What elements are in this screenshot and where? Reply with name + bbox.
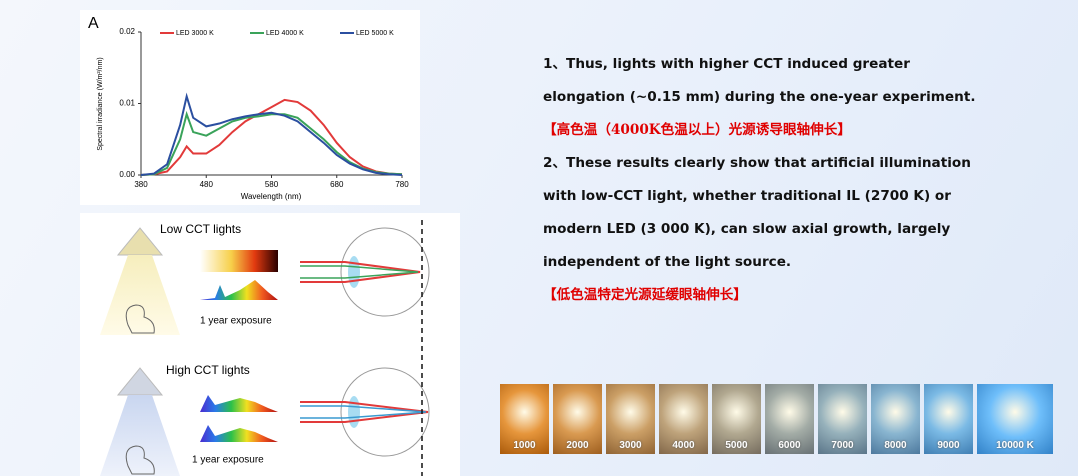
light-ray (300, 261, 421, 283)
series-line (140, 92, 403, 176)
cct-label: 1000 (513, 440, 536, 451)
paragraph: 2、These results clearly show that artifi… (543, 147, 993, 312)
high-cct-diagram (100, 367, 430, 476)
lens (348, 396, 360, 428)
series-line (140, 98, 403, 176)
cct-label: 4000 (672, 440, 695, 451)
cct-label: 5000 (725, 440, 748, 451)
monkey (125, 304, 155, 334)
cct-tile: 7000 (818, 384, 867, 454)
monkey (125, 445, 155, 475)
y-axis-label: Spectral irradiance (W/m²/nm) (97, 57, 104, 150)
paragraph-note: 【高色温（4000K色温以上）光源诱导眼轴伸长】 (543, 122, 851, 138)
paragraph-text: 1、Thus, lights with higher CCT induced g… (543, 56, 976, 105)
paragraph-text: 2、These results clearly show that artifi… (543, 155, 971, 270)
x-tick-label: 580 (265, 180, 279, 189)
cct-tile: 3000 (606, 384, 655, 454)
spectrum (200, 425, 278, 442)
paragraph: 1、Thus, lights with higher CCT induced g… (543, 48, 993, 147)
light-ray (300, 265, 419, 279)
lens (348, 256, 360, 288)
cct-tile: 2000 (553, 384, 602, 454)
text-block: 1、Thus, lights with higher CCT induced g… (543, 48, 993, 312)
panel-label: A (88, 15, 99, 32)
legend-label: LED 5000 K (356, 30, 394, 37)
cct-label: 8000 (884, 440, 907, 451)
cct-tile: 9000 (924, 384, 973, 454)
cct-label: 6000 (778, 440, 801, 451)
cct-tile: 10000 K (977, 384, 1053, 454)
x-tick-label: 780 (395, 180, 409, 189)
chart-panel (80, 10, 420, 205)
diagram-title: Low CCT lights (160, 222, 241, 236)
light-beam (100, 255, 180, 335)
low-cct-diagram (100, 227, 430, 335)
spectrum-bar (200, 250, 278, 272)
diagram-title: High CCT lights (166, 363, 250, 377)
cct-label: 7000 (831, 440, 854, 451)
x-tick-label: 680 (330, 180, 344, 189)
light-beam (100, 395, 180, 476)
x-tick-label: 480 (200, 180, 214, 189)
cct-label: 2000 (566, 440, 589, 451)
legend-label: LED 4000 K (266, 30, 304, 37)
cct-tile: 5000 (712, 384, 761, 454)
spectrum (200, 280, 278, 300)
x-tick-label: 380 (134, 180, 148, 189)
paragraph-note: 【低色温特定光源延缓眼轴伸长】 (543, 287, 747, 303)
legend-label: LED 3000 K (176, 30, 214, 37)
cct-label: 9000 (937, 440, 960, 451)
x-axis-label: Wavelength (nm) (241, 192, 302, 201)
diagram-caption: 1 year exposure (192, 455, 264, 466)
cct-strip: 1000 2000 3000 4000 5000 6000 7000 8000 9000 1000… (500, 384, 1053, 454)
spectrum (200, 395, 278, 412)
eye (340, 367, 430, 457)
cct-tile: 1000 (500, 384, 549, 454)
cct-tile: 8000 (871, 384, 920, 454)
y-tick-label: 0.02 (119, 27, 135, 36)
cct-tile: 6000 (765, 384, 814, 454)
light-ray (300, 405, 427, 419)
cct-label: 3000 (619, 440, 642, 451)
diagram-caption: 1 year exposure (200, 316, 272, 327)
cct-label: 10000 K (996, 440, 1034, 451)
y-tick-label: 0.00 (119, 170, 135, 179)
eye (340, 227, 430, 317)
cct-tile: 4000 (659, 384, 708, 454)
light-ray (300, 401, 429, 423)
y-tick-label: 0.01 (119, 99, 135, 108)
